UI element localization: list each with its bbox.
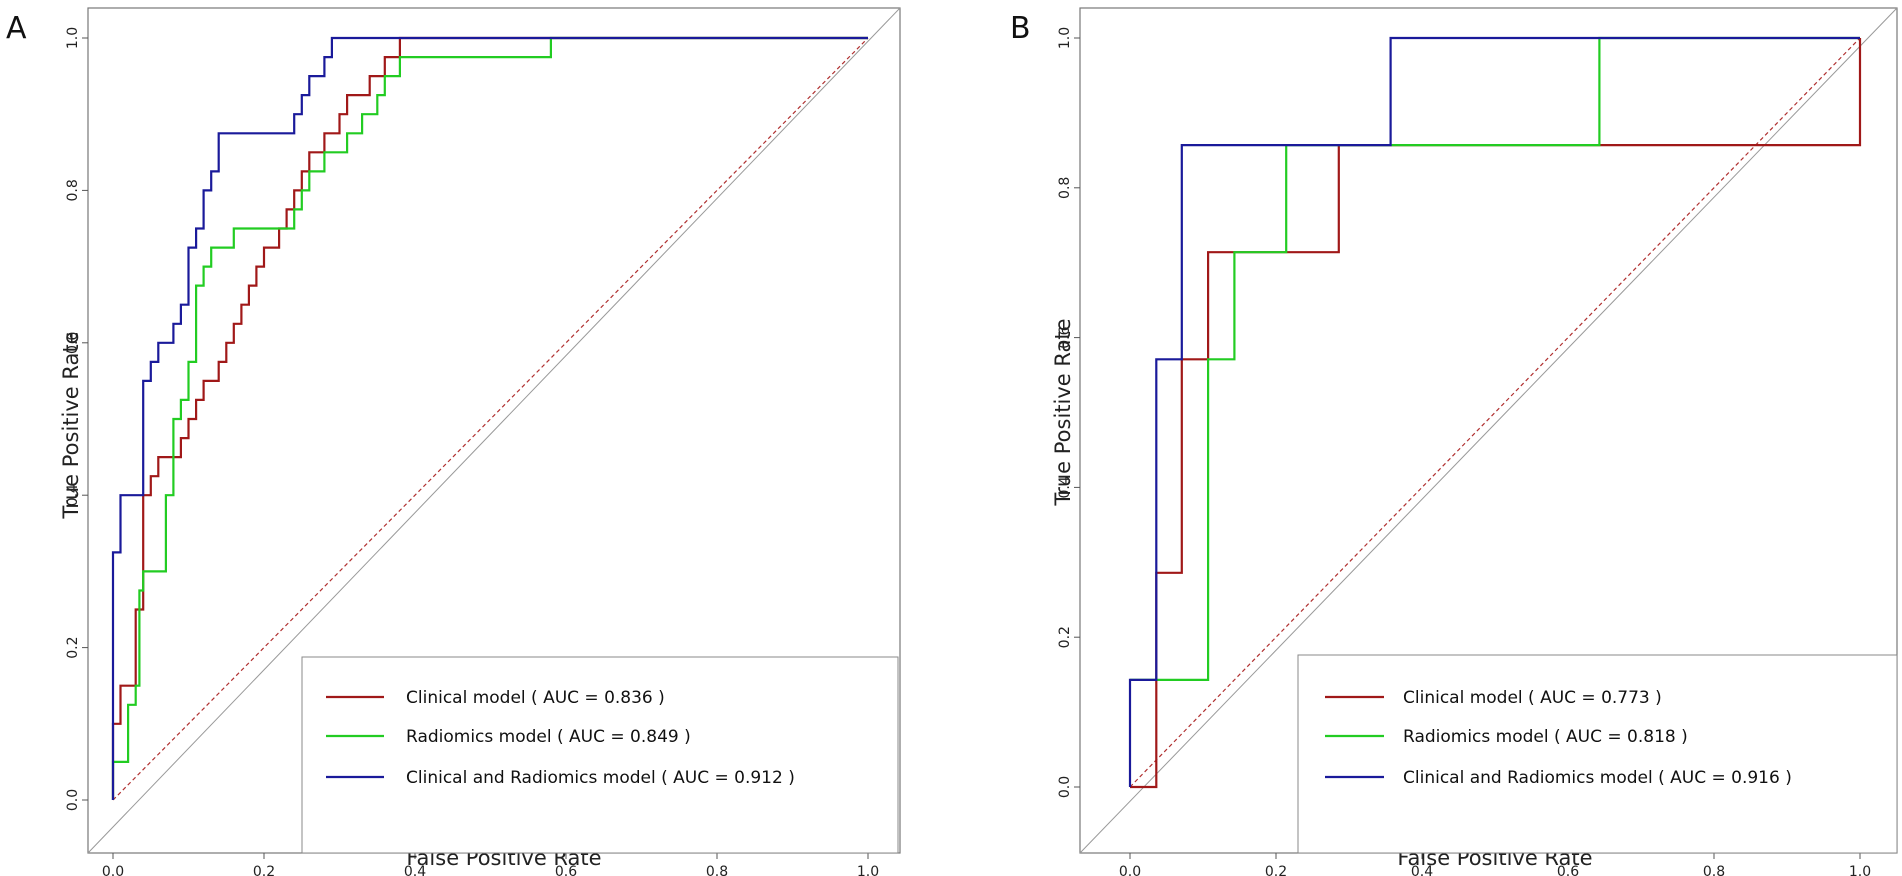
x-tick-label: 1.0 <box>1849 864 1871 876</box>
x-tick-label: 0.8 <box>706 864 728 876</box>
legend-entry: Radiomics model ( AUC = 0.849 ) <box>406 727 691 747</box>
roc-curve-clinical-and-radiomics-model <box>1128 36 1860 787</box>
y-axis-title: True Positive Rate <box>1051 318 1075 506</box>
roc-curve-radiomics-model <box>1130 36 1860 682</box>
y-tick-label: 0.4 <box>65 484 81 506</box>
x-tick-label: 0.8 <box>1703 864 1725 876</box>
x-tick-label: 0.0 <box>1119 864 1141 876</box>
x-tick-label: 0.4 <box>404 864 426 876</box>
roc-curve-clinical-and-radiomics-model <box>111 36 868 800</box>
reference-line <box>112 37 869 801</box>
roc-panel-a: A0.0 0.2 0.4 0.6 0.8 1.00.00.20.40.60.81.0Fal… <box>6 7 901 876</box>
panel-label: B <box>1010 11 1031 46</box>
y-tick-label: 0.2 <box>65 636 81 658</box>
y-tick-label: 0.2 <box>1057 626 1073 648</box>
y-tick-label: 0.6 <box>1057 326 1073 348</box>
legend-box <box>1297 654 1898 854</box>
y-tick-label: 0.4 <box>1057 476 1073 498</box>
diagonal-guide-line <box>87 7 901 854</box>
legend-entry: Clinical and Radiomics model ( AUC = 0.9… <box>1403 768 1792 788</box>
roc-curve-clinical-model <box>111 36 868 800</box>
x-tick-label: 0.2 <box>1265 864 1287 876</box>
panel-label: A <box>6 11 27 46</box>
legend: Clinical model ( AUC = 0.773 ) Radiomics … <box>1297 654 1898 854</box>
roc-curve-radiomics-model <box>111 36 868 800</box>
legend-entry: Radiomics model ( AUC = 0.818 ) <box>1403 727 1688 747</box>
legend-entry: Clinical and Radiomics model ( AUC = 0.9… <box>406 768 795 788</box>
y-tick-label: 0.0 <box>1057 776 1073 798</box>
y-tick-label: 1.0 <box>1057 27 1073 49</box>
legend-box <box>301 656 899 854</box>
legend-entry: Clinical model ( AUC = 0.773 ) <box>1403 688 1662 708</box>
roc-panel-b: B0.0 0.2 0.4 0.6 0.8 1.00.00.20.40.60.81.0Fal… <box>1010 7 1898 876</box>
x-tick-label: 0.6 <box>555 864 577 876</box>
x-tick-label: 0.2 <box>253 864 275 876</box>
reference-line <box>1129 37 1861 788</box>
x-tick-label: 1.0 <box>857 864 879 876</box>
y-tick-label: 1.0 <box>65 27 81 49</box>
x-tick-label: 0.0 <box>102 864 124 876</box>
x-tick-label: 0.6 <box>1557 864 1579 876</box>
y-tick-label: 0.0 <box>65 789 81 811</box>
legend-entry: Clinical model ( AUC = 0.836 ) <box>406 688 665 708</box>
y-axis-title: True Positive Rate <box>59 331 83 519</box>
y-tick-label: 0.6 <box>65 332 81 354</box>
diagonal-guide-line <box>1079 7 1898 854</box>
legend: Clinical model ( AUC = 0.836 ) Radiomics … <box>301 656 899 854</box>
x-tick-label: 0.4 <box>1411 864 1433 876</box>
y-tick-label: 0.8 <box>65 179 81 201</box>
y-tick-label: 0.8 <box>1057 177 1073 199</box>
